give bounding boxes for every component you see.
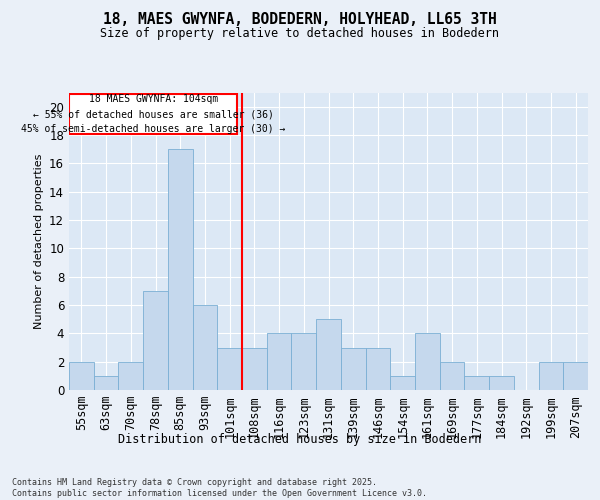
Bar — [464, 376, 489, 390]
Bar — [168, 149, 193, 390]
Text: Size of property relative to detached houses in Bodedern: Size of property relative to detached ho… — [101, 28, 499, 40]
Bar — [390, 376, 415, 390]
Bar — [242, 348, 267, 390]
Bar — [267, 334, 292, 390]
Bar — [217, 348, 242, 390]
Bar — [563, 362, 588, 390]
Y-axis label: Number of detached properties: Number of detached properties — [34, 154, 44, 329]
Bar — [143, 291, 168, 390]
Bar — [539, 362, 563, 390]
Bar — [341, 348, 365, 390]
Text: Contains HM Land Registry data © Crown copyright and database right 2025.
Contai: Contains HM Land Registry data © Crown c… — [12, 478, 427, 498]
Bar — [316, 319, 341, 390]
FancyBboxPatch shape — [70, 94, 237, 134]
Bar — [440, 362, 464, 390]
Text: Distribution of detached houses by size in Bodedern: Distribution of detached houses by size … — [118, 432, 482, 446]
Bar — [365, 348, 390, 390]
Text: 18, MAES GWYNFA, BODEDERN, HOLYHEAD, LL65 3TH: 18, MAES GWYNFA, BODEDERN, HOLYHEAD, LL6… — [103, 12, 497, 28]
Bar — [94, 376, 118, 390]
Bar — [69, 362, 94, 390]
Bar — [489, 376, 514, 390]
Text: 18 MAES GWYNFA: 104sqm
← 55% of detached houses are smaller (36)
45% of semi-det: 18 MAES GWYNFA: 104sqm ← 55% of detached… — [21, 94, 286, 134]
Bar — [292, 334, 316, 390]
Bar — [415, 334, 440, 390]
Bar — [118, 362, 143, 390]
Bar — [193, 305, 217, 390]
